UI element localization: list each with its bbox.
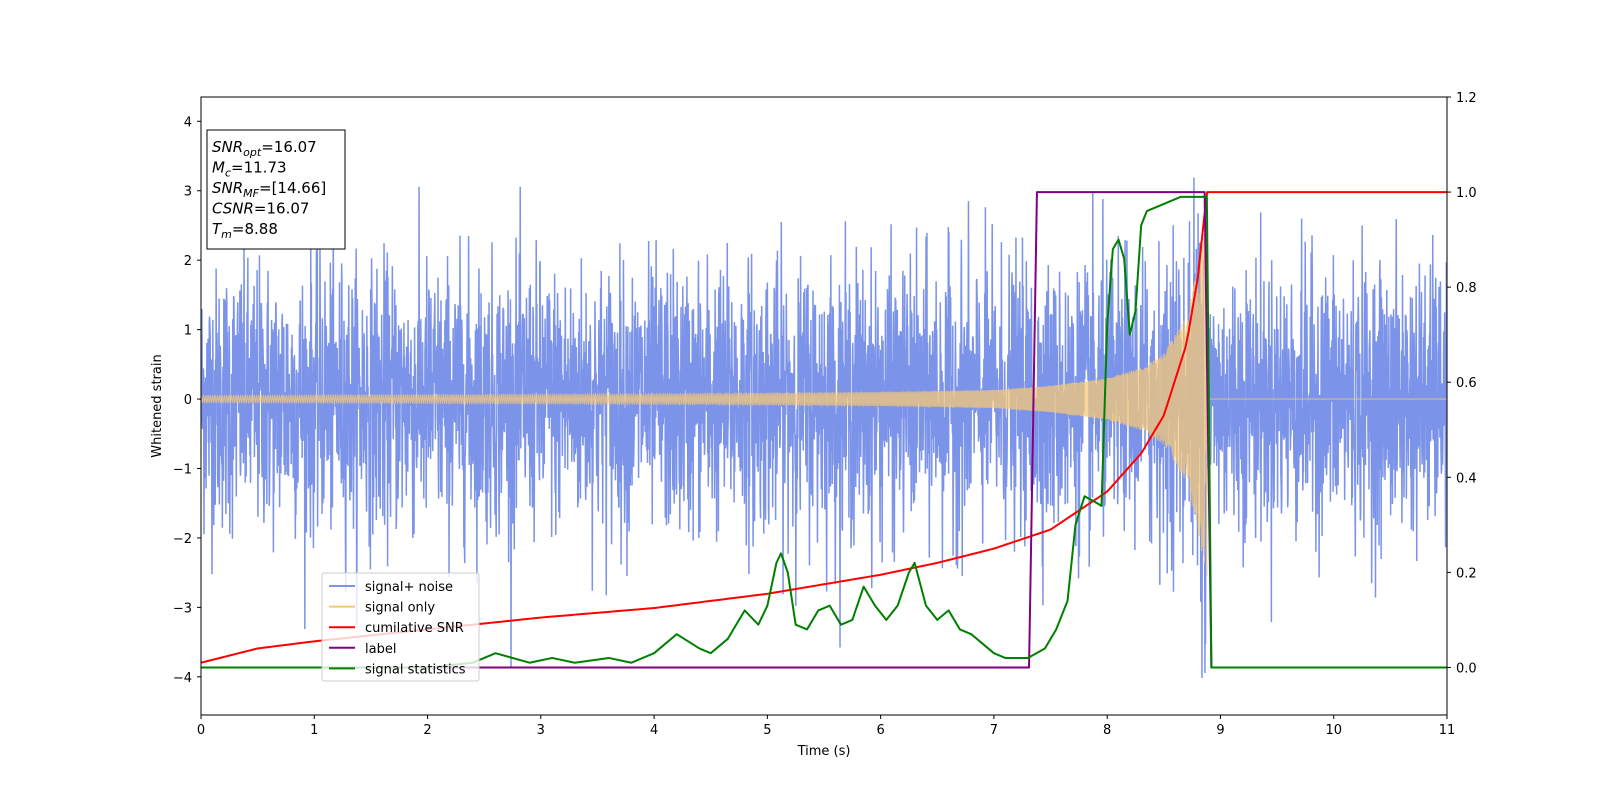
y-left-tick-label: −2: [173, 532, 192, 547]
y-right-tick-label: 0.4: [1456, 471, 1477, 486]
y-right-tick-label: 1.0: [1456, 186, 1477, 201]
legend-box: [321, 572, 480, 682]
info-line: SNRopt=16.07: [212, 138, 317, 159]
y-right-tick-label: 0.0: [1456, 661, 1477, 676]
series-signal-only-line: [201, 233, 1447, 577]
y-right-tick-label: 1.2: [1456, 91, 1477, 106]
plot-frame: [200, 96, 1448, 716]
y-right-tick-label: 0.8: [1456, 281, 1477, 296]
x-tick-label: 7: [990, 723, 998, 738]
info-box-frame: [206, 129, 346, 250]
x-tick-label: 1: [310, 723, 318, 738]
x-tick-label: 11: [1439, 723, 1456, 738]
y-left-tick-label: 2: [184, 254, 192, 269]
x-axis-label: Time (s): [797, 744, 851, 759]
x-tick-label: 9: [1216, 723, 1224, 738]
x-tick-label: 0: [197, 723, 205, 738]
x-tick-label: 10: [1325, 723, 1342, 738]
legend: signal+ noise signal only cumilative SNR la…: [321, 572, 480, 682]
y-left-tick-label: 3: [184, 185, 192, 200]
info-box: SNRopt=16.07Mc=11.73SNRMF=[14.66]CSNR=16…: [206, 129, 346, 250]
x-tick-label: 4: [650, 723, 658, 738]
x-tick-label: 5: [763, 723, 771, 738]
y-left-tick-label: −1: [173, 462, 192, 477]
info-line: SNRMF=[14.66]: [212, 179, 326, 200]
y-left-tick-label: 4: [184, 115, 192, 130]
x-tick-label: 3: [537, 723, 545, 738]
x-tick-label: 6: [876, 723, 884, 738]
y-right-tick-label: 0.6: [1456, 376, 1477, 391]
legend-cumilative-snr-label: cumilative SNR: [365, 621, 464, 636]
x-tick-label: 2: [423, 723, 431, 738]
legend-signal-only-label: signal only: [365, 601, 435, 616]
legend-signal-noise-label: signal+ noise: [365, 580, 453, 595]
y-axis-label: Whitened strain: [150, 354, 165, 457]
y-left-tick-label: 0: [184, 393, 192, 408]
y-left-tick-label: 1: [184, 324, 192, 339]
info-line: Tm=8.88: [212, 220, 278, 241]
info-line: CSNR=16.07: [212, 200, 309, 218]
axes: 0 1 2 3 4 5 6 7 8 9 10 11 −4 −3 −2 −1 0 1 2 3 4 0.0 0.2 0.4 0.6 0…: [173, 91, 1477, 738]
y-left-tick-label: −4: [173, 671, 192, 686]
y-right-tick-label: 0.2: [1456, 566, 1477, 581]
x-tick-label: 8: [1103, 723, 1111, 738]
y-left-tick-label: −3: [173, 601, 192, 616]
legend-signal-statistics-label: signal statistics: [365, 662, 466, 677]
series-signal-noise-line: [201, 177, 1447, 679]
info-line: Mc=11.73: [212, 159, 287, 180]
series-signal-statistics-line: [201, 195, 1447, 669]
legend-label-label: label: [365, 642, 396, 657]
